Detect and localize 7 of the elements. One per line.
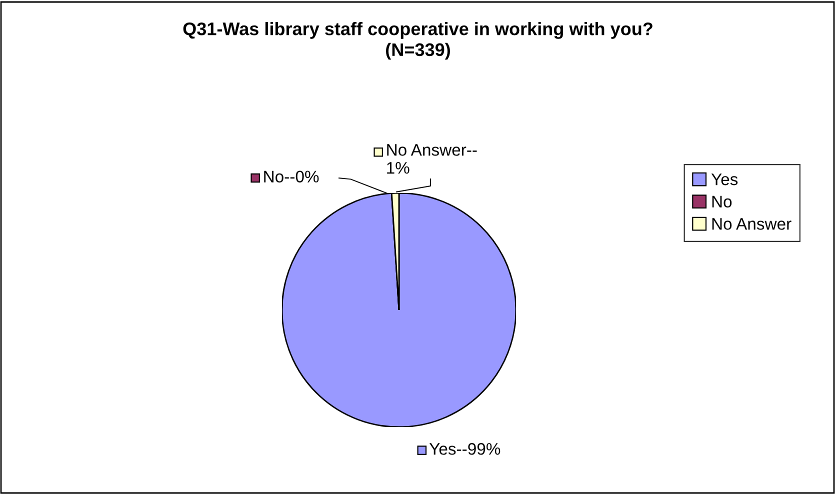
data-label: No Answer-- 1% [387, 144, 477, 174]
text: No--0% [264, 170, 319, 182]
legend-label: No Answer [712, 218, 792, 230]
legend-label: Yes [711, 174, 738, 186]
data-label: Yes--99% [429, 443, 500, 455]
legend-label: No [712, 196, 732, 208]
chart-title: Q31-Was library staff cooperative in working with you? (N=339) [183, 22, 652, 60]
